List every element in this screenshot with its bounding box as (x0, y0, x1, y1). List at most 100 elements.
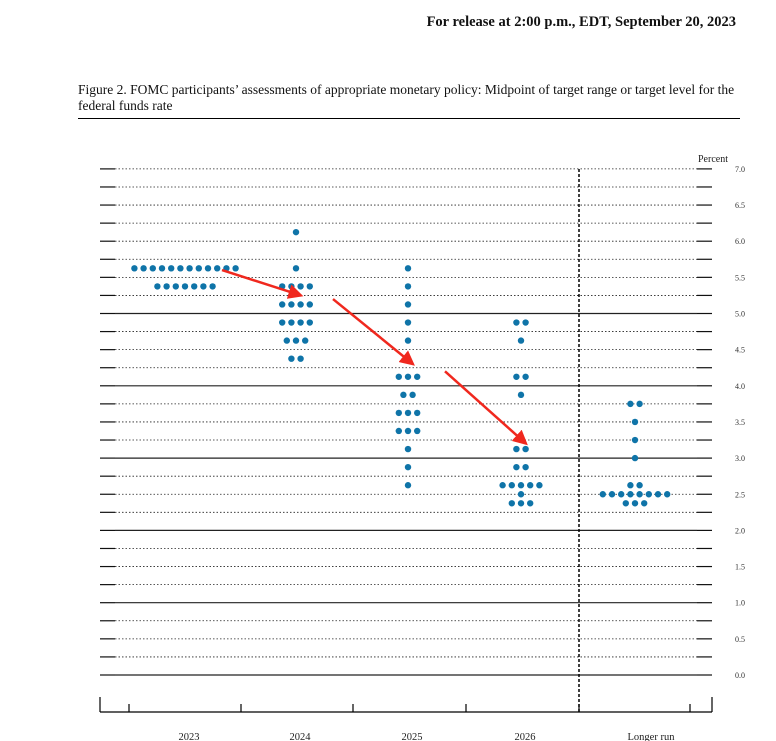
dot (536, 482, 543, 489)
dot (517, 337, 525, 344)
dot (404, 337, 412, 344)
dot (522, 373, 529, 380)
dot (158, 265, 166, 272)
y-tick-label: 0.0 (735, 671, 745, 680)
dot (400, 391, 407, 399)
y-tick-label: 1.5 (735, 563, 745, 572)
dot (627, 491, 634, 498)
dot (288, 283, 295, 290)
dot (195, 265, 202, 272)
dot (279, 319, 286, 326)
dot (527, 500, 534, 507)
figure-caption: Figure 2. FOMC participants’ assessments… (78, 82, 740, 119)
dot (508, 482, 515, 489)
dot (654, 491, 662, 498)
dot (522, 445, 529, 453)
dot (599, 491, 606, 498)
dot (163, 283, 170, 290)
dot (404, 319, 412, 326)
dot (404, 463, 412, 471)
dot (636, 400, 643, 408)
dot (414, 409, 421, 417)
dot (191, 283, 198, 290)
dot (636, 482, 643, 489)
dot (232, 265, 239, 272)
dot (297, 355, 304, 362)
y-tick-label: 4.5 (735, 346, 745, 355)
dot (181, 283, 189, 290)
dot (513, 319, 520, 326)
dot (395, 409, 402, 417)
dot (292, 265, 300, 272)
x-tick-label: 2025 (402, 732, 423, 741)
dot (404, 301, 412, 308)
dot (409, 391, 416, 399)
dot (414, 373, 421, 380)
annotation-arrow (332, 298, 415, 366)
y-tick-label: 4.0 (735, 382, 745, 391)
y-tick-label: 3.5 (735, 418, 745, 427)
dot (627, 400, 634, 408)
dot (618, 491, 625, 498)
dot (404, 482, 412, 489)
dot (200, 283, 207, 290)
dot (414, 427, 421, 435)
dot (631, 436, 639, 444)
dot (297, 319, 304, 326)
dot (154, 283, 161, 290)
dot (283, 337, 290, 344)
y-tick-label: 6.5 (735, 201, 745, 210)
dot (522, 319, 529, 326)
dot (131, 265, 138, 272)
dot (214, 265, 221, 272)
dot (288, 355, 295, 362)
dot (499, 482, 506, 489)
dot (404, 445, 412, 453)
y-tick-label: 2.5 (735, 490, 745, 499)
dot (292, 228, 300, 236)
y-tick-label: 3.0 (735, 454, 745, 463)
dot (395, 373, 402, 380)
y-tick-label: 2.0 (735, 526, 745, 535)
dot (522, 463, 529, 471)
dot (404, 427, 412, 435)
release-time: For release at 2:00 p.m., EDT, September… (426, 14, 736, 30)
dot (513, 463, 520, 471)
dot (288, 301, 295, 308)
dot (622, 500, 629, 507)
dot (631, 500, 639, 507)
y-tick-label: 1.0 (735, 599, 745, 608)
dot (186, 265, 193, 272)
dot (288, 319, 295, 326)
y-tick-label: 6.0 (735, 237, 745, 246)
dot (527, 482, 534, 489)
dot (627, 482, 634, 489)
dot (395, 427, 402, 435)
dot (608, 491, 616, 498)
dot (279, 301, 286, 308)
dot (631, 454, 639, 462)
x-tick-label: 2026 (515, 732, 536, 741)
y-axis-label: Percent (698, 154, 728, 165)
x-tick-label: 2023 (179, 732, 200, 741)
dot (404, 283, 412, 290)
dot (306, 283, 313, 290)
dot (404, 265, 412, 272)
dot (306, 301, 313, 308)
dot (508, 500, 515, 507)
dot (306, 319, 313, 326)
dot (297, 301, 304, 308)
dot (302, 337, 309, 344)
dot (517, 491, 525, 498)
dot (172, 283, 179, 290)
dot (664, 491, 671, 498)
dot (297, 283, 304, 290)
dot (209, 283, 216, 290)
dot (168, 265, 175, 272)
dot (513, 445, 520, 453)
dot (149, 265, 156, 272)
dot (404, 373, 412, 380)
x-tick-label: 2024 (290, 732, 312, 741)
